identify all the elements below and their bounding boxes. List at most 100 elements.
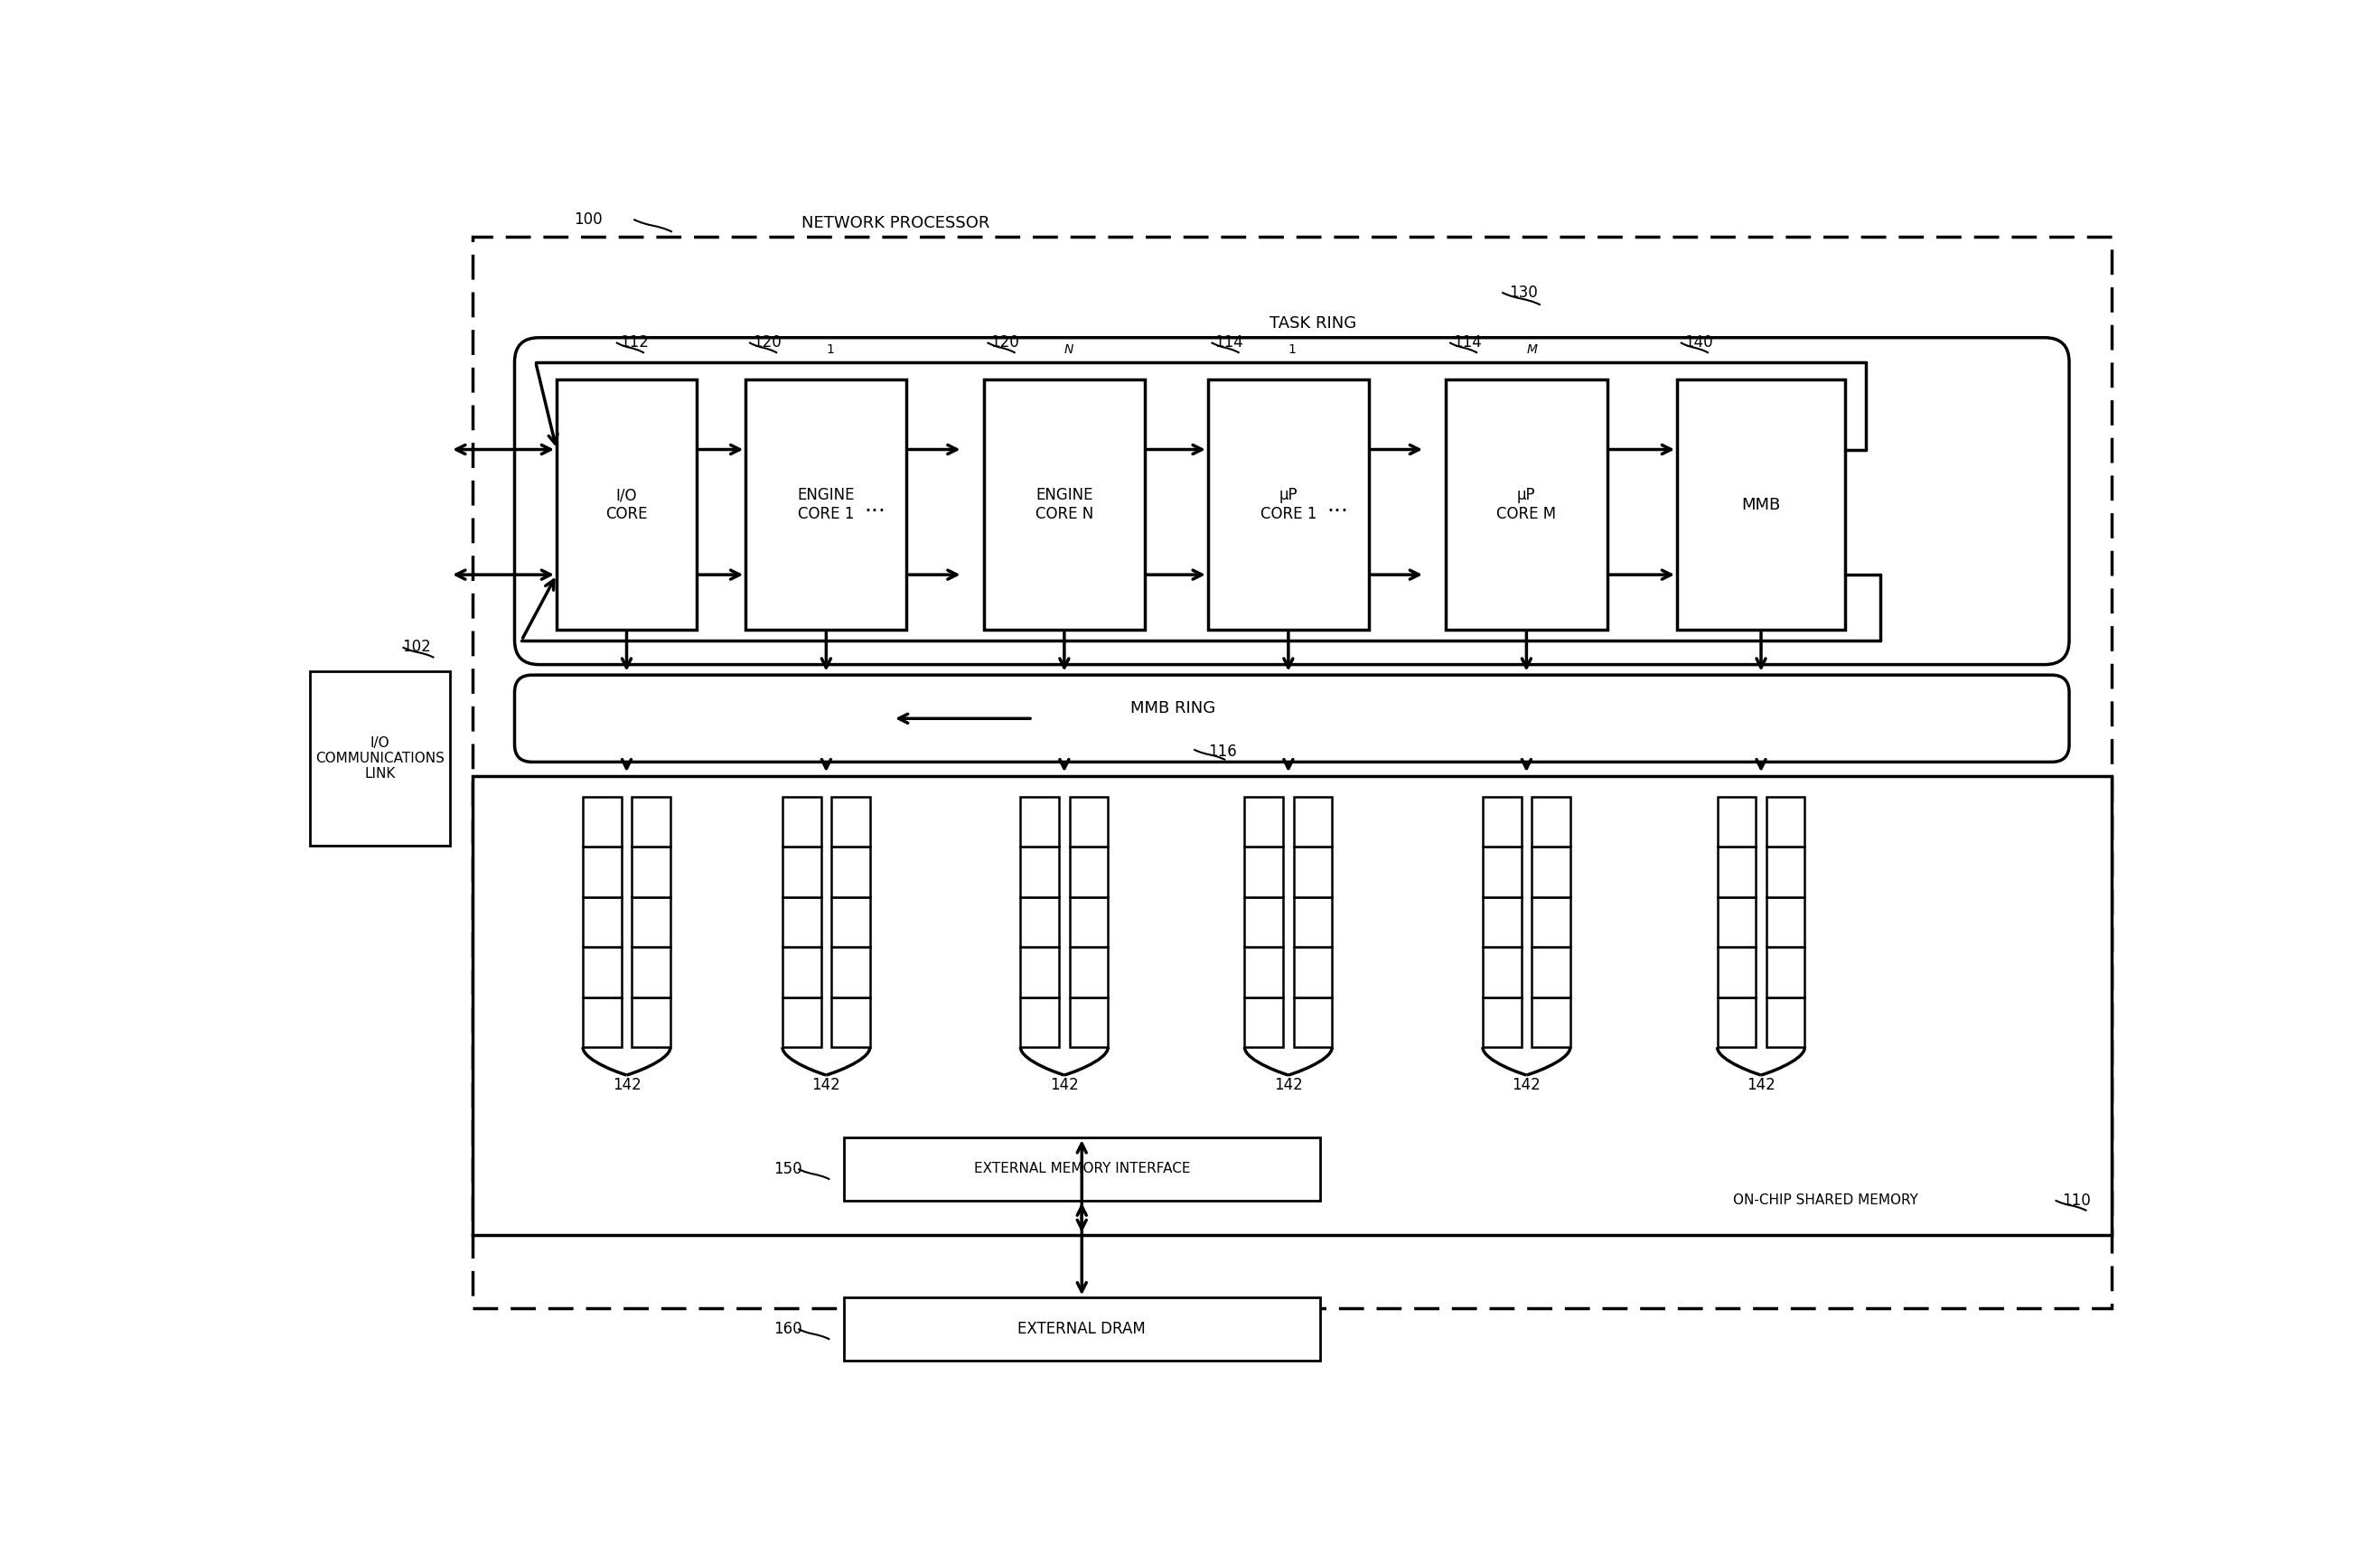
Bar bbox=[474, 236, 2111, 1308]
Bar bbox=[1069, 846, 1109, 897]
Text: 142: 142 bbox=[1050, 1078, 1078, 1093]
Text: 142: 142 bbox=[812, 1078, 840, 1093]
Bar bbox=[1533, 797, 1571, 846]
Text: 114: 114 bbox=[1214, 335, 1242, 350]
Text: 1: 1 bbox=[826, 343, 835, 355]
Text: μP
CORE M: μP CORE M bbox=[1497, 486, 1557, 522]
Bar bbox=[831, 997, 871, 1047]
Bar bbox=[1021, 846, 1059, 897]
Bar bbox=[1245, 797, 1283, 846]
Bar bbox=[1069, 997, 1109, 1047]
Bar bbox=[1483, 797, 1521, 846]
Bar bbox=[1295, 946, 1333, 997]
Bar bbox=[1021, 946, 1059, 997]
Bar bbox=[583, 797, 621, 846]
Bar bbox=[783, 946, 821, 997]
Bar bbox=[1295, 846, 1333, 897]
Text: I/O
COMMUNICATIONS
LINK: I/O COMMUNICATIONS LINK bbox=[317, 736, 445, 781]
Bar bbox=[1766, 846, 1804, 897]
Bar bbox=[1766, 946, 1804, 997]
Bar bbox=[1718, 997, 1756, 1047]
Text: 130: 130 bbox=[1509, 284, 1537, 301]
Text: NETWORK PROCESSOR: NETWORK PROCESSOR bbox=[802, 215, 990, 232]
Bar bbox=[1533, 946, 1571, 997]
Bar bbox=[745, 380, 907, 630]
Bar bbox=[583, 897, 621, 946]
Bar bbox=[831, 897, 871, 946]
Text: EXTERNAL DRAM: EXTERNAL DRAM bbox=[1019, 1320, 1145, 1337]
Bar bbox=[1718, 797, 1756, 846]
Text: 114: 114 bbox=[1452, 335, 1483, 350]
Text: 120: 120 bbox=[752, 335, 781, 350]
Bar bbox=[1295, 997, 1333, 1047]
Text: 160: 160 bbox=[774, 1320, 802, 1337]
Bar bbox=[1483, 897, 1521, 946]
Bar bbox=[631, 997, 671, 1047]
Bar bbox=[1245, 846, 1283, 897]
Bar bbox=[783, 997, 821, 1047]
Text: N: N bbox=[1064, 343, 1073, 355]
Text: 120: 120 bbox=[990, 335, 1019, 350]
Bar bbox=[1021, 797, 1059, 846]
Bar bbox=[1483, 946, 1521, 997]
Bar bbox=[1069, 946, 1109, 997]
Bar bbox=[1678, 380, 1844, 630]
Text: ENGINE
CORE N: ENGINE CORE N bbox=[1035, 486, 1092, 522]
Text: 142: 142 bbox=[1511, 1078, 1540, 1093]
Bar bbox=[583, 846, 621, 897]
Text: 110: 110 bbox=[2061, 1192, 2092, 1209]
Text: 112: 112 bbox=[619, 335, 647, 350]
Bar bbox=[583, 997, 621, 1047]
Bar bbox=[1245, 897, 1283, 946]
Bar bbox=[1245, 997, 1283, 1047]
Bar bbox=[1718, 946, 1756, 997]
Bar bbox=[1021, 897, 1059, 946]
Bar bbox=[583, 946, 621, 997]
Bar bbox=[1718, 846, 1756, 897]
Bar bbox=[831, 797, 871, 846]
Bar bbox=[1533, 897, 1571, 946]
Bar bbox=[843, 1138, 1321, 1200]
Text: ENGINE
CORE 1: ENGINE CORE 1 bbox=[797, 486, 854, 522]
Bar bbox=[1207, 380, 1368, 630]
Bar bbox=[783, 797, 821, 846]
Text: MMB: MMB bbox=[1742, 497, 1780, 513]
Text: ON-CHIP SHARED MEMORY: ON-CHIP SHARED MEMORY bbox=[1733, 1194, 1918, 1207]
Bar bbox=[1483, 846, 1521, 897]
Text: 1: 1 bbox=[1288, 343, 1297, 355]
Bar bbox=[1069, 897, 1109, 946]
Bar bbox=[1245, 946, 1283, 997]
Bar bbox=[631, 797, 671, 846]
Text: 140: 140 bbox=[1685, 335, 1714, 350]
Text: 142: 142 bbox=[1273, 1078, 1302, 1093]
Bar bbox=[983, 380, 1145, 630]
Text: I/O
CORE: I/O CORE bbox=[605, 486, 647, 522]
Text: 142: 142 bbox=[1747, 1078, 1775, 1093]
Bar bbox=[1766, 997, 1804, 1047]
Bar bbox=[631, 897, 671, 946]
Text: 100: 100 bbox=[574, 212, 602, 227]
FancyBboxPatch shape bbox=[514, 675, 2068, 763]
Bar bbox=[1021, 997, 1059, 1047]
Text: M: M bbox=[1526, 343, 1537, 355]
Text: ...: ... bbox=[1326, 494, 1347, 516]
Bar bbox=[309, 672, 450, 846]
Text: 142: 142 bbox=[612, 1078, 640, 1093]
Text: EXTERNAL MEMORY INTERFACE: EXTERNAL MEMORY INTERFACE bbox=[973, 1163, 1190, 1175]
Text: 102: 102 bbox=[402, 639, 431, 655]
Bar bbox=[783, 897, 821, 946]
Text: ...: ... bbox=[864, 494, 885, 516]
Bar bbox=[1533, 997, 1571, 1047]
Bar bbox=[1295, 797, 1333, 846]
Bar bbox=[831, 846, 871, 897]
Bar bbox=[1766, 797, 1804, 846]
Bar bbox=[1447, 380, 1606, 630]
Bar bbox=[557, 380, 697, 630]
Bar bbox=[843, 1297, 1321, 1360]
Bar bbox=[1766, 897, 1804, 946]
Text: 116: 116 bbox=[1207, 743, 1238, 760]
Text: 150: 150 bbox=[774, 1161, 802, 1177]
Bar bbox=[1718, 897, 1756, 946]
Text: TASK RING: TASK RING bbox=[1269, 315, 1357, 332]
Bar bbox=[783, 846, 821, 897]
